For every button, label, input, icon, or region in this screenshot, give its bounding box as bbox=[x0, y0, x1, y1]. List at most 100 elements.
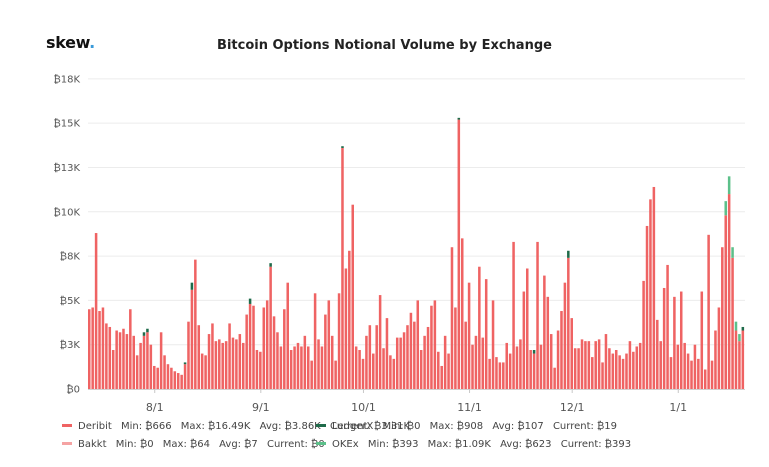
bar-deribit bbox=[724, 215, 727, 389]
bar-deribit bbox=[296, 342, 300, 389]
legend-stat-label: Max: bbox=[429, 421, 454, 432]
bar-deribit bbox=[488, 358, 491, 389]
bar-deribit bbox=[190, 289, 194, 389]
bar-okex bbox=[738, 334, 741, 342]
bar-deribit bbox=[108, 326, 112, 389]
bar-deribit bbox=[700, 291, 704, 389]
legend-item-bakkt[interactable]: Bakkt Min: ₿0 Max: ₿64 Avg: ₿7 Current: ₿0 bbox=[62, 436, 331, 454]
legend-stat-label: Max: bbox=[162, 439, 187, 450]
bar-deribit bbox=[597, 339, 601, 389]
bar-deribit bbox=[334, 360, 337, 389]
bar-deribit bbox=[98, 311, 101, 389]
bar-deribit bbox=[313, 293, 317, 389]
x-tick-label: 12/1 bbox=[560, 401, 585, 414]
legend-stat-value: ₿1.09K bbox=[454, 439, 491, 450]
legend-stat-label: Avg: bbox=[492, 421, 515, 432]
bar-deribit bbox=[180, 374, 183, 389]
bar-deribit bbox=[153, 365, 156, 389]
bar-deribit bbox=[430, 305, 433, 389]
legend-stat-label: Avg: bbox=[219, 439, 242, 450]
bar-deribit bbox=[344, 268, 348, 389]
legend-stat-value: ₿666 bbox=[145, 421, 172, 432]
bar-deribit bbox=[139, 342, 142, 389]
bar-ledgerx bbox=[146, 328, 149, 333]
bar-deribit bbox=[591, 357, 594, 389]
bar-ledgerx bbox=[341, 146, 344, 148]
legend-item-ledgerx[interactable]: LedgerX Min: ₿0 Max: ₿908 Avg: ₿107 Current… bbox=[316, 418, 623, 436]
bar-deribit bbox=[604, 334, 608, 389]
bar-deribit bbox=[105, 323, 108, 389]
bar-deribit bbox=[635, 346, 639, 389]
bar-deribit bbox=[573, 348, 577, 389]
bar-deribit bbox=[625, 353, 628, 389]
bar-deribit bbox=[283, 309, 286, 389]
bar-okex bbox=[724, 201, 727, 216]
bar-deribit bbox=[176, 373, 180, 389]
bar-deribit bbox=[632, 351, 635, 389]
bar-deribit bbox=[289, 350, 293, 389]
bar-deribit bbox=[426, 326, 430, 389]
legend-stat-value: ₿0 bbox=[406, 421, 421, 432]
bar-deribit bbox=[495, 357, 498, 389]
bar-deribit bbox=[255, 350, 259, 389]
bar-deribit bbox=[241, 342, 245, 389]
bar-deribit bbox=[710, 360, 714, 389]
legend-series-name: LedgerX bbox=[332, 421, 374, 432]
bar-deribit bbox=[570, 318, 573, 389]
bar-deribit bbox=[556, 330, 560, 389]
bar-deribit bbox=[101, 307, 105, 389]
bar-deribit bbox=[389, 355, 392, 389]
bar-deribit bbox=[221, 342, 224, 389]
bar-deribit bbox=[553, 367, 556, 389]
legend-item-deribit[interactable]: Deribit Min: ₿666 Max: ₿16.49K Avg: ₿3.86K … bbox=[62, 418, 416, 436]
bar-ledgerx bbox=[532, 350, 536, 354]
x-tick-label: 9/1 bbox=[252, 401, 270, 414]
legend-stat-value: ₿107 bbox=[517, 421, 544, 432]
x-tick-label: 11/1 bbox=[457, 401, 482, 414]
bar-deribit bbox=[361, 358, 365, 389]
bar-okex bbox=[734, 321, 738, 331]
bar-deribit bbox=[567, 257, 570, 389]
bar-deribit bbox=[505, 342, 508, 389]
bar-deribit bbox=[734, 330, 738, 389]
legend-stat-value: ₿623 bbox=[525, 439, 552, 450]
legend-stat-value: ₿0 bbox=[139, 439, 154, 450]
bar-deribit bbox=[252, 305, 255, 389]
bar-deribit bbox=[443, 335, 447, 389]
legend-item-okex[interactable]: OKEx Min: ₿393 Max: ₿1.09K Avg: ₿623 Curren… bbox=[316, 436, 637, 454]
bar-deribit bbox=[375, 325, 378, 389]
bar-deribit bbox=[279, 346, 283, 389]
bar-deribit bbox=[433, 300, 437, 389]
bar-deribit bbox=[526, 268, 529, 389]
bar-ledgerx bbox=[741, 326, 745, 331]
bar-deribit bbox=[91, 307, 94, 389]
bar-deribit bbox=[351, 204, 354, 389]
bar-deribit bbox=[697, 358, 700, 389]
bar-deribit bbox=[693, 344, 697, 389]
bar-deribit bbox=[423, 335, 426, 389]
legend-stat-value: ₿64 bbox=[189, 439, 210, 450]
bar-deribit bbox=[187, 321, 190, 389]
bar-deribit bbox=[272, 316, 276, 389]
bar-okex bbox=[731, 247, 734, 258]
bar-ledgerx bbox=[190, 282, 194, 290]
bar-deribit bbox=[378, 295, 382, 389]
bar-deribit bbox=[358, 350, 361, 389]
bar-deribit bbox=[170, 367, 173, 389]
bar-deribit bbox=[300, 346, 303, 389]
y-tick-label: ₿18K bbox=[53, 73, 80, 85]
bar-deribit bbox=[324, 314, 327, 389]
bar-deribit bbox=[125, 334, 129, 389]
bar-deribit bbox=[163, 355, 166, 389]
bar-deribit bbox=[228, 323, 231, 389]
bar-deribit bbox=[457, 119, 461, 390]
bar-deribit bbox=[173, 371, 177, 389]
y-tick-label: ₿13K bbox=[53, 162, 80, 174]
legend-stat-label: Current: bbox=[552, 421, 594, 432]
bar-deribit bbox=[348, 250, 351, 389]
bar-deribit bbox=[738, 341, 741, 389]
legend-stat-label: Min: bbox=[120, 421, 143, 432]
brand-name: skew bbox=[46, 33, 90, 52]
bar-ledgerx bbox=[142, 332, 146, 336]
bar-deribit bbox=[317, 339, 320, 389]
